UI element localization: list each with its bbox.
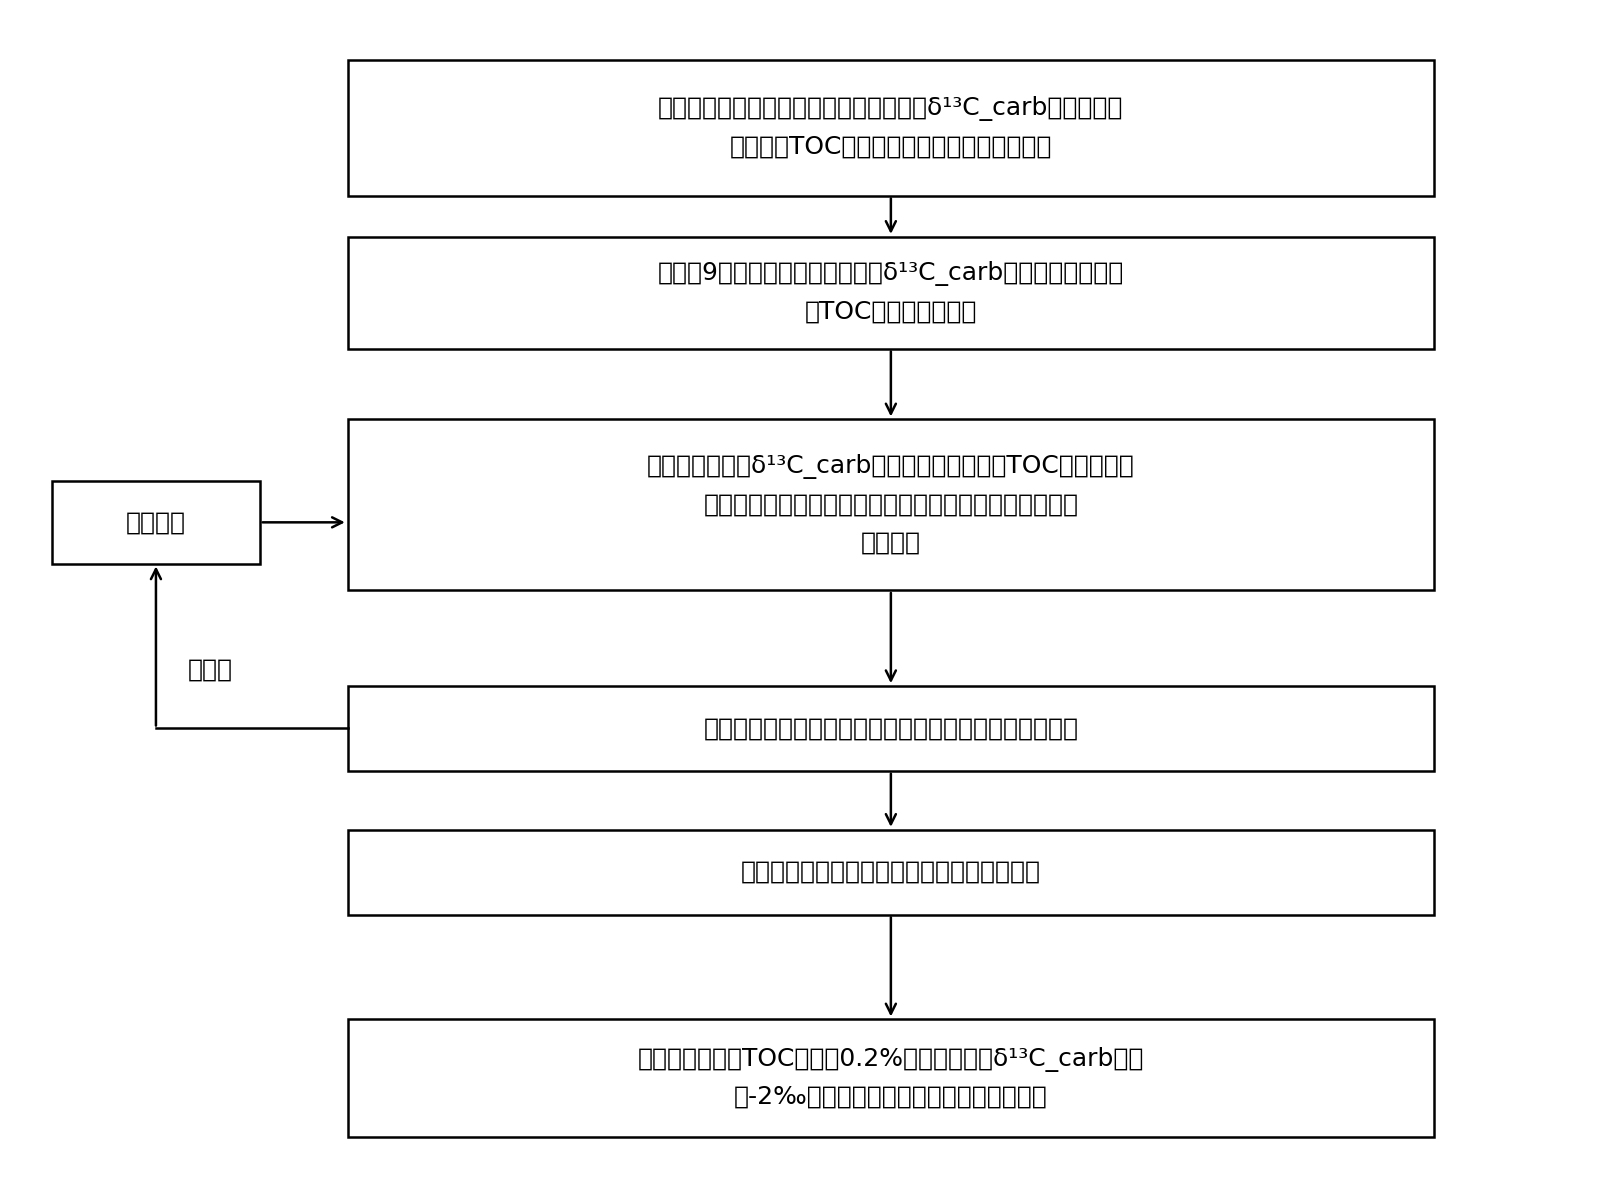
Text: 得到深层碳酸盐尩类烃源尩地化参数预测结果: 得到深层碳酸盐尩类烃源尩地化参数预测结果 <box>740 860 1040 884</box>
FancyBboxPatch shape <box>347 1019 1433 1137</box>
FancyBboxPatch shape <box>347 686 1433 771</box>
FancyBboxPatch shape <box>347 237 1433 349</box>
FancyBboxPatch shape <box>347 830 1433 914</box>
Text: 分别对9条测井曲线与碳同位素（δ¹³C_carb）、总有机碳含量: 分别对9条测井曲线与碳同位素（δ¹³C_carb）、总有机碳含量 <box>658 261 1124 286</box>
FancyBboxPatch shape <box>51 482 260 563</box>
Text: 不合格: 不合格 <box>188 657 233 682</box>
Text: 数据分类: 数据分类 <box>125 510 186 535</box>
Text: 利用所述实验集数据检验评估若干机器学习算法预测结果: 利用所述实验集数据检验评估若干机器学习算法预测结果 <box>703 716 1077 740</box>
Text: 预测模型: 预测模型 <box>860 530 920 554</box>
FancyBboxPatch shape <box>347 60 1433 196</box>
Text: 碳含量（TOC）实验数据以及相关的测井数据: 碳含量（TOC）实验数据以及相关的测井数据 <box>729 135 1051 159</box>
Text: 获取深层碳酸盐尩类烃源尩的碳同位素（δ¹³C_carb）和总有机: 获取深层碳酸盐尩类烃源尩的碳同位素（δ¹³C_carb）和总有机 <box>658 96 1124 121</box>
Text: 和对应的测井数据，利用若干机器学习算法建立地化参数: 和对应的测井数据，利用若干机器学习算法建立地化参数 <box>703 492 1077 517</box>
FancyBboxPatch shape <box>347 420 1433 591</box>
Text: 总有机碳含量（TOC）大于0.2%或碳同位素（δ¹³C_carb）小: 总有机碳含量（TOC）大于0.2%或碳同位素（δ¹³C_carb）小 <box>637 1047 1143 1072</box>
Text: （TOC）进行权重分析: （TOC）进行权重分析 <box>804 300 976 324</box>
Text: 于-2‰判断深层碳酸盐尩类有效烃源尩厚度: 于-2‰判断深层碳酸盐尩类有效烃源尩厚度 <box>733 1085 1046 1109</box>
Text: 基于碳同位素（δ¹³C_carb）、总有机碳含量（TOC）实验数据: 基于碳同位素（δ¹³C_carb）、总有机碳含量（TOC）实验数据 <box>647 454 1135 479</box>
